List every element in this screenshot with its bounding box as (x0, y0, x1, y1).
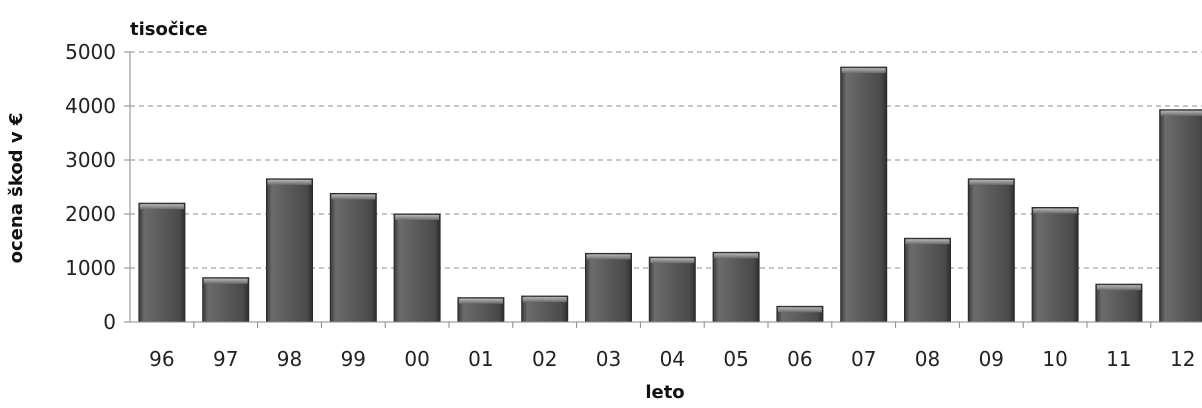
x-tick-label: 07 (851, 347, 876, 371)
bar-highlight (969, 179, 1014, 185)
bar-highlight (267, 179, 312, 185)
bar-09 (967, 178, 1015, 323)
bar-01 (457, 297, 505, 323)
bar-04 (648, 256, 696, 323)
x-tick-label: 05 (723, 347, 748, 371)
bar-highlight (650, 258, 695, 264)
bar-96 (138, 202, 186, 323)
bar (904, 237, 951, 323)
bar-97 (202, 277, 250, 323)
bar-08 (904, 237, 951, 323)
x-tick-label: 08 (915, 347, 940, 371)
x-tick-label: 11 (1106, 347, 1131, 371)
x-tick-label: 98 (277, 347, 302, 371)
y-tick-label: 3000 (65, 148, 116, 172)
bar (202, 277, 250, 323)
bar-highlight (395, 215, 440, 220)
bar (266, 178, 313, 323)
bar (329, 192, 377, 323)
x-tick-label: 00 (404, 347, 429, 371)
x-tick-label: 03 (596, 347, 621, 371)
x-tick-label: 06 (787, 347, 812, 371)
y-tick-label: 2000 (65, 202, 116, 226)
bar-highlight (1033, 208, 1078, 214)
x-tick-label: 02 (532, 347, 557, 371)
bar (1031, 207, 1079, 323)
bar-00 (393, 213, 441, 323)
y-tick-label: 4000 (65, 94, 116, 118)
x-tick-label: 09 (979, 347, 1004, 371)
bar-05 (712, 251, 760, 323)
y-tick-label: 1000 (65, 256, 116, 280)
y-tick-label: 5000 (65, 40, 116, 64)
x-axis-ticks: 96 97 98 99 00 01 02 03 04 05 06 07 08 09 10 11 12 (149, 322, 1195, 371)
bar-98 (266, 178, 313, 323)
bar (712, 251, 760, 323)
bar-highlight (331, 194, 376, 200)
y-axis-ticks: 0 1000 2000 3000 4000 5000 (65, 40, 130, 334)
y-axis-title: ocena škod v € (6, 113, 27, 264)
x-tick-label: 97 (213, 347, 238, 371)
bar-12 (1159, 109, 1202, 323)
bar (1095, 283, 1143, 323)
bar-06 (776, 305, 824, 323)
bar-99 (329, 192, 377, 323)
x-tick-label: 96 (149, 347, 174, 371)
bar-02 (521, 295, 569, 323)
x-tick-label: 10 (1042, 347, 1067, 371)
bar (648, 256, 696, 323)
bar (967, 178, 1015, 323)
x-tick-label: 99 (341, 347, 366, 371)
bar (1159, 109, 1202, 323)
x-tick-label: 01 (468, 347, 493, 371)
bar-03 (585, 252, 632, 323)
bar-11 (1095, 283, 1143, 323)
bars (138, 66, 1202, 323)
bar-highlight (777, 307, 822, 313)
bar-highlight (1096, 285, 1141, 291)
bar-highlight (139, 204, 184, 210)
bar-highlight (714, 253, 759, 259)
bar-highlight (1160, 110, 1202, 116)
bar-highlight (203, 278, 248, 284)
y-tick-label: 0 (103, 310, 116, 334)
bar-highlight (522, 297, 567, 303)
x-tick-label: 04 (660, 347, 685, 371)
bar (138, 202, 186, 323)
x-tick-label: 12 (1170, 347, 1195, 371)
bar-highlight (586, 254, 631, 260)
bar (840, 66, 888, 323)
bar-highlight (905, 239, 950, 245)
unit-label: tisočice (130, 19, 208, 40)
bar-10 (1031, 207, 1079, 323)
bar-highlight (458, 298, 503, 304)
bar (393, 213, 441, 323)
bar (585, 252, 632, 323)
x-axis-title: leto (645, 382, 684, 403)
bar-07 (840, 66, 888, 323)
bar-highlight (841, 68, 886, 74)
